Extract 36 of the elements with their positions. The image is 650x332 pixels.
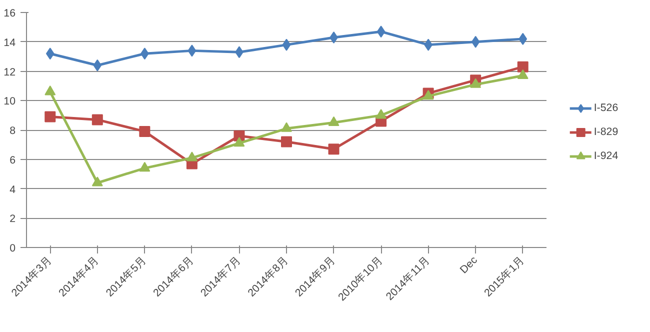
point — [44, 86, 56, 96]
point — [44, 111, 56, 122]
point — [139, 126, 150, 137]
point — [517, 69, 528, 80]
point — [281, 122, 292, 132]
point — [471, 36, 480, 48]
y-tick-label: 8 — [10, 125, 16, 137]
point — [234, 136, 245, 147]
point — [186, 152, 198, 162]
point — [328, 116, 340, 126]
y-tick-label: 4 — [10, 184, 16, 196]
y-tick-label: 6 — [10, 154, 16, 166]
point — [376, 26, 386, 38]
point — [470, 78, 482, 88]
point — [188, 44, 196, 57]
y-tick-label: 10 — [4, 96, 16, 108]
y-tick-label: 14 — [4, 36, 16, 49]
y-tick-label: 2 — [10, 213, 16, 226]
point — [518, 32, 528, 45]
point — [93, 59, 102, 72]
legend-label: I-829 — [594, 126, 618, 138]
point — [376, 109, 387, 119]
y-tick-label: 16 — [4, 8, 16, 20]
legend-label: I-526 — [594, 102, 618, 114]
point — [92, 114, 103, 126]
point — [282, 38, 291, 51]
legend-label: I-924 — [594, 150, 618, 162]
y-tick-label: 12 — [4, 66, 16, 78]
point — [46, 48, 54, 60]
y-tick-label: 0 — [10, 242, 16, 254]
point — [517, 61, 528, 72]
point — [328, 144, 340, 155]
point — [281, 136, 292, 148]
x-tick-label: Dec — [458, 254, 480, 276]
point — [92, 176, 103, 186]
point — [139, 162, 150, 172]
